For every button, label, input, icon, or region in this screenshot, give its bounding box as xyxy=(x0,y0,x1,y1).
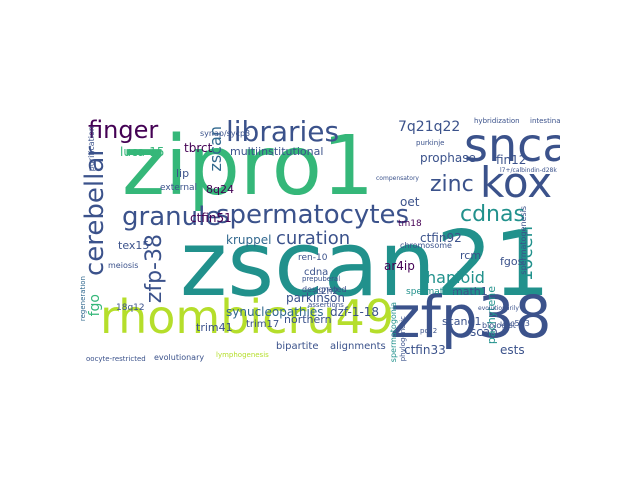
word-spermatogenesis: spermatogenesis xyxy=(519,206,528,275)
word-q7q21q22: 7q21q22 xyxy=(398,119,461,135)
word-ctfin92: ctfin92 xyxy=(420,231,462,245)
word-northern: northern xyxy=(284,313,332,326)
word-fgos: fgos xyxy=(500,255,524,268)
word-purification: purification xyxy=(87,126,96,172)
word-zinc: zinc xyxy=(430,172,474,197)
word-cdna: cdna xyxy=(304,267,329,278)
word-pc12: pc12 xyxy=(420,327,438,335)
word-scan: scan xyxy=(470,325,498,339)
word-lip: lip xyxy=(176,167,190,180)
word-granule: granule xyxy=(122,202,222,232)
word-calbindin: l7+/calbindin-d28k xyxy=(500,167,557,174)
word-unc5h3: unc5h3 xyxy=(500,319,530,328)
word-tbrct: tbrct xyxy=(184,141,213,155)
word-fin12: fin12 xyxy=(496,153,527,167)
word-lymphogenesis: lymphogenesis xyxy=(216,351,269,359)
word-snca: snca xyxy=(464,118,560,172)
word-ren10: ren-10 xyxy=(298,253,328,263)
word-designated: designated xyxy=(302,285,347,294)
word-scand1: scand1 xyxy=(442,315,482,328)
word-finger: finger xyxy=(88,116,159,144)
word-c2h2: c2h2 xyxy=(316,287,339,297)
word-biologist: biologist xyxy=(482,321,516,330)
word-math1: math1 xyxy=(452,285,488,298)
word-evolutionary: evolutionary xyxy=(154,353,205,362)
word-dzf118: dzf-1-18 xyxy=(330,305,380,319)
word-hybridization: hybridization xyxy=(474,117,520,125)
word-evolutionarily: evolutionarily xyxy=(478,305,519,312)
word-oocyte-restricted: oocyte-restricted xyxy=(86,355,146,363)
word-zipro1: zipro1 xyxy=(122,119,375,214)
word-ar4ip: ar4ip xyxy=(384,259,415,273)
word-meiosis: meiosis xyxy=(108,261,139,270)
word-trim17: trim17 xyxy=(246,319,280,330)
word-cdnas: cdnas xyxy=(460,202,525,227)
word-tex15: tex15 xyxy=(118,239,150,252)
word-cloud: zscan21 zipro1 rhombicru49 zfp38 snca kox sper… xyxy=(80,116,560,364)
word-kox: kox xyxy=(480,158,553,207)
word-synucleopathies: synucleopathies xyxy=(226,305,324,319)
word-parkinson: parkinson xyxy=(286,291,345,305)
word-rcm: rcm xyxy=(460,249,482,262)
word-compensatory: compensatory xyxy=(376,175,419,182)
word-kruppel: kruppel xyxy=(226,233,272,247)
word-intestinalis: intestinalis xyxy=(530,117,560,125)
word-fgo: fgo xyxy=(87,294,103,317)
word-spermatocytes: spermatocytes xyxy=(216,200,410,230)
word-haploid: haploid xyxy=(426,268,485,287)
word-prepuberal: prepuberal xyxy=(302,275,341,283)
word-ctfin51: ctfin51 xyxy=(190,211,232,225)
word-q18q12: 18q12 xyxy=(116,303,145,313)
word-luca15: luca-15 xyxy=(120,145,165,159)
word-ctfin33: ctfin33 xyxy=(404,343,446,357)
word-ests: ests xyxy=(500,343,525,357)
word-curation: curation xyxy=(276,228,351,249)
word-purkinje: purkinje xyxy=(416,139,445,147)
word-phylogenetic: phylogenetic xyxy=(399,316,407,362)
word-trim41: trim41 xyxy=(196,321,233,334)
word-assertions: assertions xyxy=(308,301,344,309)
word-zscan21: zscan21 xyxy=(180,212,551,317)
word-spermatids: spermatids xyxy=(406,287,457,297)
word-regeneration: regeneration xyxy=(80,276,87,322)
word-chromosome: chromosome xyxy=(400,241,452,250)
word-prophase: prophase xyxy=(420,151,476,165)
word-libraries: libraries xyxy=(226,116,340,148)
word-spermatogonia: spermatogonia xyxy=(389,302,398,363)
word-rhombicru49: rhombicru49 xyxy=(100,290,395,344)
word-q8q24: 8q24 xyxy=(206,183,234,196)
word-synaptonemal: synap/sycp3 xyxy=(200,129,251,138)
word-multiinstitutional: multiinstitutional xyxy=(230,145,324,158)
word-alignments: alignments xyxy=(330,341,386,352)
word-tm18: tm18 xyxy=(398,219,422,229)
word-oet: oet xyxy=(400,195,420,209)
word-bipartite: bipartite xyxy=(276,341,319,352)
word-external: external xyxy=(160,183,198,193)
word-zfp38: zfp38 xyxy=(390,283,552,351)
